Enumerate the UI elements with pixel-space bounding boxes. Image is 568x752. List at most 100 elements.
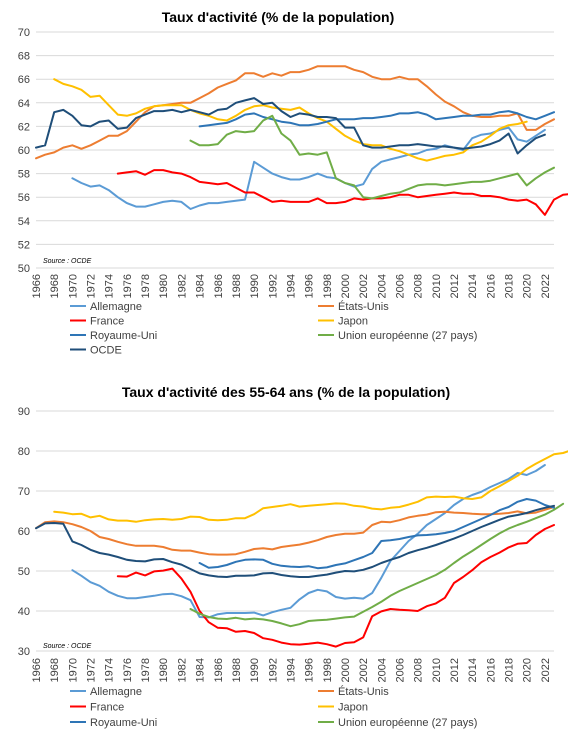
legend-label: Royaume-Uni — [90, 330, 157, 342]
y-tick-label: 90 — [18, 406, 30, 418]
x-tick-label: 1986 — [213, 658, 225, 682]
x-tick-label: 1968 — [49, 658, 61, 682]
legend-item: Allemagne — [70, 301, 142, 313]
x-tick-label: 1980 — [158, 274, 170, 298]
chart-source: Source : OCDE — [43, 643, 92, 650]
x-tick-label: 1994 — [285, 658, 297, 682]
series-line-france — [116, 524, 555, 648]
y-tick-label: 54 — [18, 216, 30, 228]
x-tick-label: 2010 — [431, 658, 443, 682]
x-tick-label: 2012 — [449, 658, 461, 682]
legend-label: Allemagne — [90, 686, 142, 698]
x-tick-label: 1974 — [104, 658, 116, 682]
x-tick-label: 2008 — [413, 658, 425, 682]
legend-item: Japon — [318, 316, 368, 328]
legend-label: OCDE — [90, 345, 122, 357]
legend-label: France — [90, 702, 124, 714]
legend-item: France — [70, 316, 124, 328]
x-tick-label: 1996 — [304, 274, 316, 298]
x-tick-label: 1986 — [213, 274, 225, 298]
y-tick-label: 60 — [18, 526, 30, 538]
series-line-royaume-uni — [198, 110, 555, 128]
x-tick-label: 2006 — [395, 658, 407, 682]
series-line-france — [116, 169, 568, 216]
chart-activity-rate: Taux d'activité (% de la population) 50 5… — [18, 9, 568, 357]
x-tick-label: 1970 — [67, 658, 79, 682]
legend-item: Royaume-Uni — [70, 717, 157, 729]
x-tick-label: 2000 — [340, 658, 352, 682]
x-tick-label: 2014 — [467, 274, 479, 298]
legend-label: Japon — [338, 702, 368, 714]
legend-item: États-Unis — [318, 300, 389, 313]
y-tick-label: 70 — [18, 27, 30, 39]
x-tick-label: 1972 — [86, 274, 98, 298]
y-tick-label: 80 — [18, 446, 30, 458]
x-tick-label: 2002 — [358, 274, 370, 298]
x-tick-label: 1984 — [195, 274, 207, 298]
x-tick-label: 1990 — [249, 274, 261, 298]
x-tick-label: 1998 — [322, 274, 334, 298]
x-tick-label: 2006 — [395, 274, 407, 298]
y-tick-label: 62 — [18, 121, 30, 133]
y-tick-label: 58 — [18, 169, 30, 181]
series-line--tats-unis — [35, 65, 555, 160]
x-tick-label: 1982 — [176, 658, 188, 682]
series-line-japon — [53, 450, 568, 523]
x-tick-label: 2004 — [376, 658, 388, 682]
x-tick-label: 2010 — [431, 274, 443, 298]
x-tick-label: 1976 — [122, 274, 134, 298]
x-tick-label: 1978 — [140, 274, 152, 298]
y-tick-label: 66 — [18, 74, 30, 86]
x-tick-label: 1998 — [322, 658, 334, 682]
legend-label: Allemagne — [90, 301, 142, 313]
legend-label: Union européenne (27 pays) — [338, 330, 477, 342]
chart-source: Source : OCDE — [43, 258, 92, 265]
x-tick-label: 1978 — [140, 658, 152, 682]
legend-item: Royaume-Uni — [70, 330, 157, 342]
legend-item: France — [70, 702, 124, 714]
x-tick-label: 2022 — [540, 658, 552, 682]
legend-item: Japon — [318, 702, 368, 714]
x-tick-label: 1992 — [267, 274, 279, 298]
x-tick-label: 1988 — [231, 658, 243, 682]
series-line--tats-unis — [35, 506, 555, 556]
x-tick-label: 2020 — [522, 658, 534, 682]
legend-item: OCDE — [70, 345, 122, 357]
x-tick-label: 1992 — [267, 658, 279, 682]
y-tick-label: 70 — [18, 486, 30, 498]
x-tick-label: 1994 — [285, 274, 297, 298]
chart-activity-rate-55-64: Taux d'activité des 55-64 ans (% de la p… — [18, 384, 568, 729]
legend-item: États-Unis — [318, 685, 389, 698]
y-tick-label: 40 — [18, 606, 30, 618]
x-tick-label: 1996 — [304, 658, 316, 682]
x-tick-label: 1982 — [176, 274, 188, 298]
x-tick-label: 1970 — [67, 274, 79, 298]
y-tick-label: 50 — [18, 566, 30, 578]
x-tick-label: 2018 — [504, 658, 516, 682]
y-tick-label: 52 — [18, 239, 30, 251]
y-tick-label: 60 — [18, 145, 30, 157]
chart-title: Taux d'activité (% de la population) — [162, 9, 395, 25]
chart-title: Taux d'activité des 55-64 ans (% de la p… — [122, 384, 450, 400]
y-tick-label: 68 — [18, 51, 30, 63]
x-tick-label: 2002 — [358, 658, 370, 682]
x-tick-label: 2022 — [540, 274, 552, 298]
x-tick-label: 2004 — [376, 274, 388, 298]
y-tick-label: 64 — [18, 98, 30, 110]
legend-label: Royaume-Uni — [90, 717, 157, 729]
x-tick-label: 2016 — [485, 658, 497, 682]
series-line-royaume-uni — [198, 498, 555, 570]
x-tick-label: 2008 — [413, 274, 425, 298]
series-line-union-europ-enne-27-pays- — [189, 114, 555, 200]
y-tick-label: 56 — [18, 192, 30, 204]
x-tick-label: 1972 — [86, 658, 98, 682]
x-tick-label: 1976 — [122, 658, 134, 682]
x-tick-label: 1988 — [231, 274, 243, 298]
series-line-ocde — [35, 504, 555, 578]
series-line-japon — [53, 78, 528, 162]
legend-label: États-Unis — [338, 685, 389, 698]
x-tick-label: 1966 — [31, 274, 43, 298]
series-line-union-europ-enne-27-pays- — [189, 502, 565, 628]
x-tick-label: 2016 — [485, 274, 497, 298]
